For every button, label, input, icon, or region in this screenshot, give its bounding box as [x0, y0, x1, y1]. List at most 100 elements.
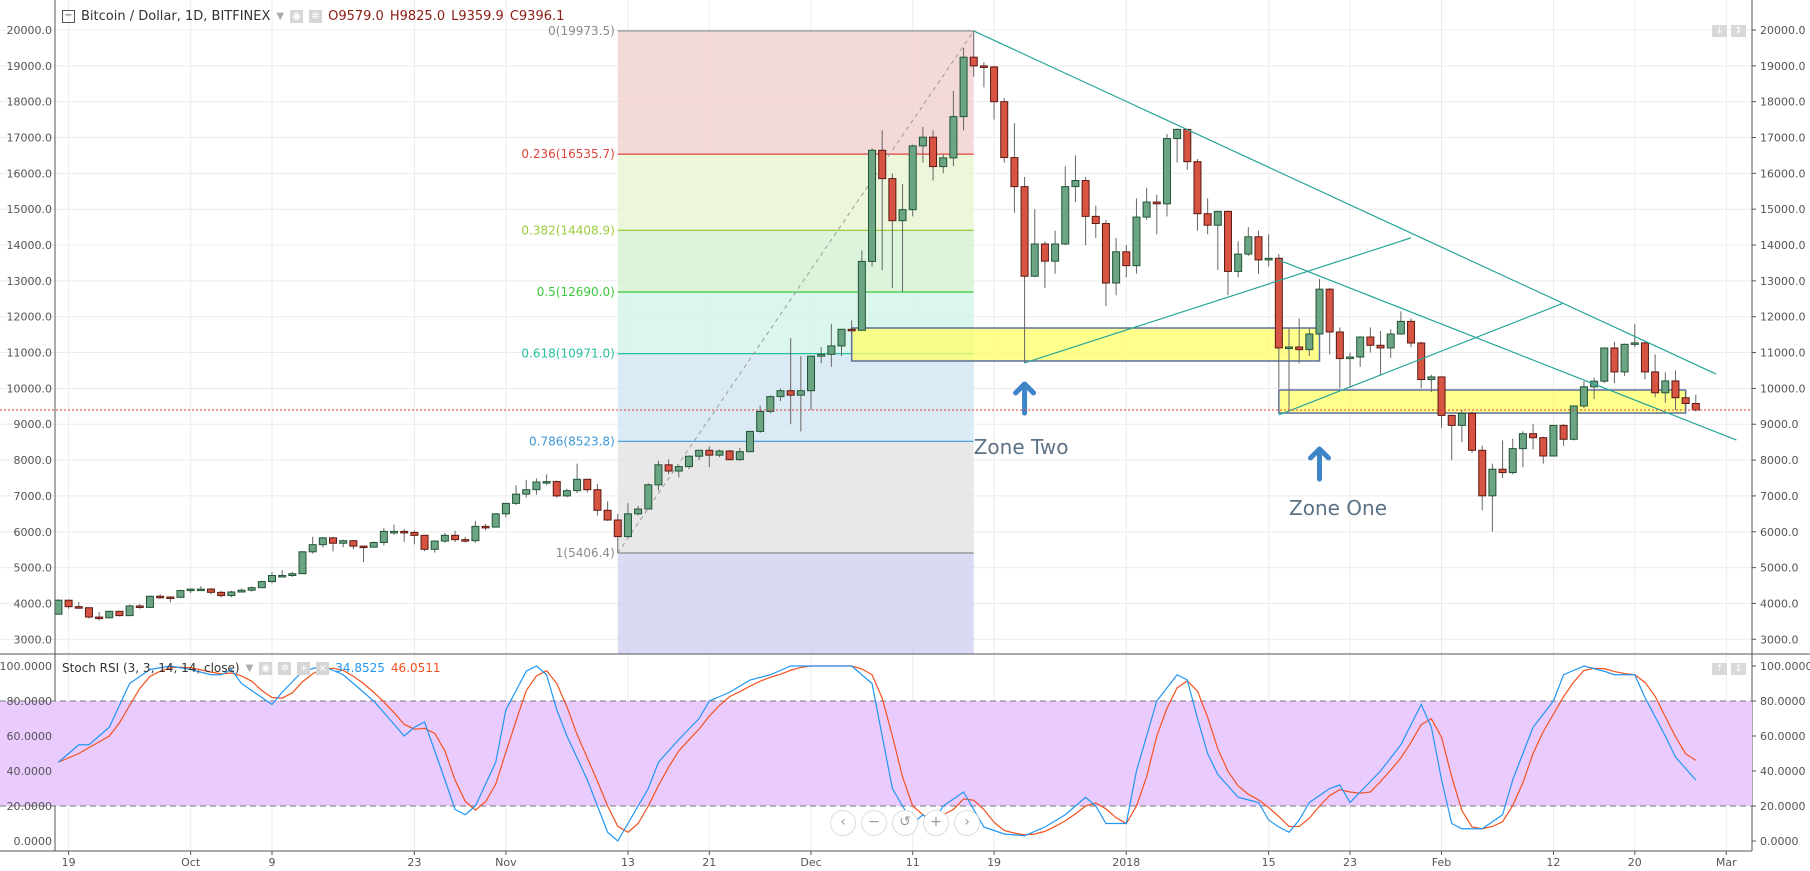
price-tick-label: 16000.0 — [1760, 167, 1806, 180]
candle — [115, 610, 124, 617]
candle — [725, 450, 734, 461]
price-tick-label: 8000.0 — [1760, 454, 1799, 467]
price-tick-label-left: 18000.0 — [7, 96, 53, 109]
zoom-in-button[interactable]: + — [923, 810, 949, 836]
scroll-right-button[interactable]: › — [954, 810, 980, 836]
price-tick-label-left: 8000.0 — [14, 454, 53, 467]
low-value: L9359.9 — [451, 9, 504, 24]
candle — [461, 539, 470, 542]
time-tick-label: 19 — [62, 856, 76, 869]
price-tick-label: 6000.0 — [1760, 526, 1799, 539]
candle — [532, 481, 541, 491]
price-tick-label-left: 11000.0 — [7, 347, 53, 360]
candle — [542, 481, 551, 484]
candle — [735, 451, 744, 461]
expand-vertical-icon[interactable]: ↕ — [1731, 663, 1746, 675]
candle — [1274, 257, 1283, 349]
candle — [247, 587, 256, 591]
candle — [888, 178, 897, 222]
candle — [1559, 424, 1568, 440]
candle — [491, 513, 500, 528]
candle — [257, 581, 266, 589]
candle — [603, 509, 612, 521]
candle — [54, 599, 63, 615]
candle — [898, 209, 907, 222]
candle — [298, 551, 307, 575]
candle — [1376, 344, 1385, 349]
candle — [583, 478, 592, 491]
visibility-icon[interactable]: ◉ — [259, 661, 273, 675]
rsi-pane — [0, 665, 1752, 842]
candle — [522, 489, 531, 495]
candle — [1335, 331, 1344, 360]
gear-icon[interactable]: ✲ — [278, 661, 292, 675]
candle — [329, 537, 338, 544]
rsi-tick-label: 0.0000 — [1760, 835, 1799, 848]
rsi-tick-label-left: 20.0000 — [7, 800, 53, 813]
candle — [695, 449, 704, 457]
candle — [1081, 180, 1090, 217]
collapse-icon[interactable]: − — [62, 10, 75, 23]
fib-level-label: 0.786(8523.8) — [529, 434, 615, 448]
candle — [1295, 346, 1304, 351]
candle — [929, 136, 938, 168]
price-tick-label: 7000.0 — [1760, 490, 1799, 503]
candle — [1132, 216, 1141, 267]
candle — [1101, 223, 1110, 284]
price-tick-label: 17000.0 — [1760, 132, 1806, 145]
price-tick-label-left: 20000.0 — [7, 24, 53, 37]
candle — [318, 537, 327, 546]
fib-level-label: 0.5(12690.0) — [537, 285, 615, 299]
arrow-down-icon[interactable]: ↓ — [1712, 25, 1727, 37]
candle — [674, 466, 683, 472]
price-tick-label: 12000.0 — [1760, 311, 1806, 324]
up-arrow-icon — [1013, 381, 1037, 416]
candle — [1223, 210, 1232, 272]
expand-vertical-icon[interactable]: ↕ — [1731, 25, 1746, 37]
candle — [908, 145, 917, 211]
arrow-up-icon[interactable]: ↑ — [1712, 663, 1727, 675]
add-icon[interactable]: + — [297, 661, 311, 675]
price-tick-label: 11000.0 — [1760, 347, 1806, 360]
time-tick-label: 23 — [1343, 856, 1357, 869]
price-tick-label: 10000.0 — [1760, 382, 1806, 395]
candle — [969, 56, 978, 67]
price-tick-label: 3000.0 — [1760, 633, 1799, 646]
candle — [288, 573, 297, 576]
time-tick-label: Oct — [181, 856, 201, 869]
rsi-tick-label-left: 60.0000 — [7, 730, 53, 743]
gear-icon[interactable]: ✲ — [309, 10, 323, 23]
fib-zone — [617, 353, 974, 442]
candle — [1681, 397, 1690, 404]
candle — [95, 616, 104, 620]
close-icon[interactable]: × — [316, 661, 330, 675]
candle — [1640, 342, 1649, 373]
visibility-icon[interactable]: ◉ — [290, 10, 304, 23]
fib-level-label: 0.382(14408.9) — [521, 223, 614, 237]
chevron-down-icon[interactable]: ▼ — [245, 662, 254, 674]
candle — [1040, 243, 1049, 262]
reset-button[interactable]: ↺ — [892, 810, 918, 836]
zoom-out-button[interactable]: − — [861, 810, 887, 836]
price-tick-label-left: 7000.0 — [14, 490, 53, 503]
candle — [1020, 186, 1029, 277]
scroll-left-button[interactable]: ‹ — [830, 810, 856, 836]
price-tick-label-left: 3000.0 — [14, 633, 53, 646]
candle — [979, 65, 988, 68]
candle — [1112, 251, 1121, 284]
indicator-title[interactable]: Stoch RSI (3, 3, 14, 14, close) — [62, 661, 240, 675]
candle — [105, 610, 114, 619]
candle — [1691, 402, 1700, 411]
chevron-down-icon[interactable]: ▼ — [276, 11, 285, 22]
price-tick-label-left: 12000.0 — [7, 311, 53, 324]
main-pane-buttons: ↓ ↕ — [1712, 25, 1746, 37]
symbol-title[interactable]: Bitcoin / Dollar, 1D, BITFINEX — [81, 9, 271, 24]
candle — [1264, 257, 1273, 261]
main-pane — [54, 30, 1737, 654]
candle — [837, 328, 846, 347]
candle — [868, 149, 877, 262]
candle — [654, 464, 663, 486]
candle — [166, 596, 175, 599]
candle — [440, 534, 449, 542]
